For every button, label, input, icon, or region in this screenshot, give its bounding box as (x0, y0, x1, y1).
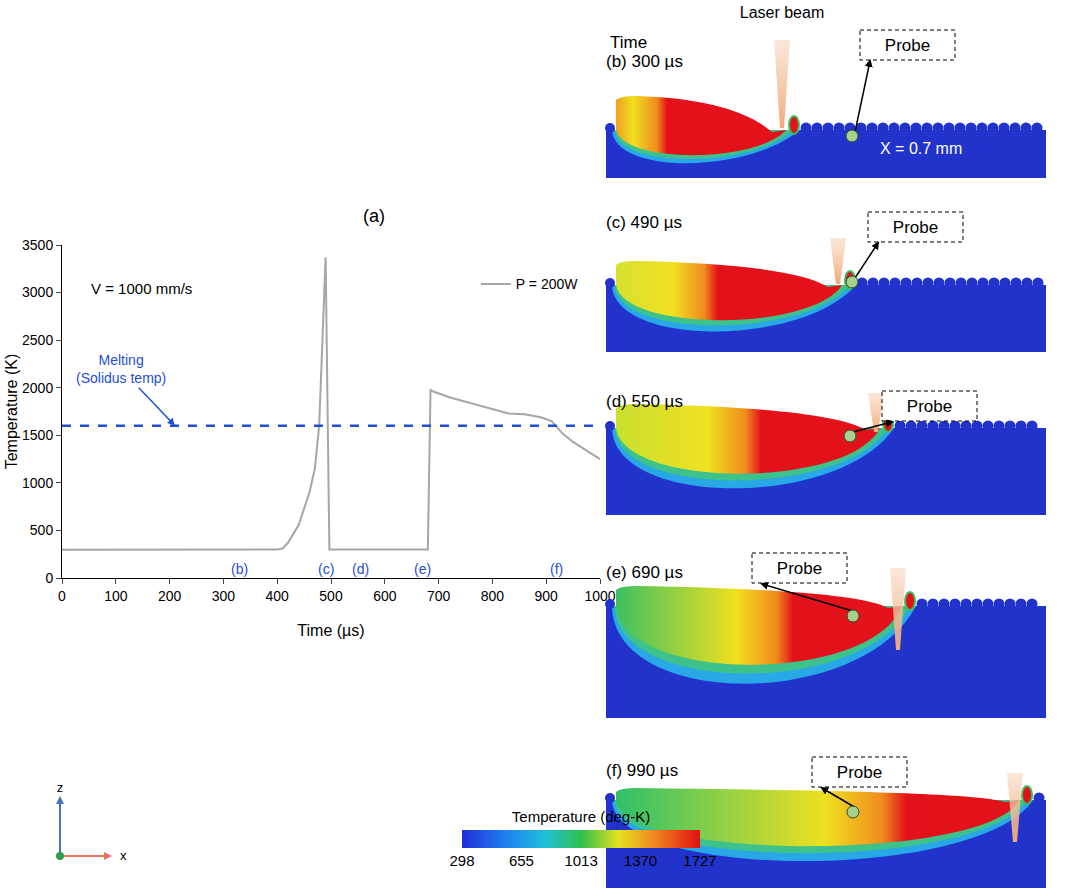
svg-text:Probe: Probe (907, 397, 952, 416)
svg-text:(d): (d) (352, 561, 369, 577)
svg-text:2500: 2500 (22, 332, 53, 348)
svg-text:600: 600 (373, 588, 397, 604)
svg-text:1370: 1370 (624, 852, 657, 869)
svg-text:(c) 490 µs: (c) 490 µs (606, 213, 682, 232)
svg-text:298: 298 (449, 852, 474, 869)
svg-text:(c): (c) (318, 561, 334, 577)
svg-text:655: 655 (509, 852, 534, 869)
svg-text:1000: 1000 (584, 588, 615, 604)
svg-text:Temperature (K): Temperature (K) (3, 354, 20, 470)
svg-text:(d) 550 µs: (d) 550 µs (606, 392, 683, 411)
svg-text:1500: 1500 (22, 427, 53, 443)
svg-text:X = 0.7 mm: X = 0.7 mm (880, 140, 962, 157)
svg-text:Time: Time (610, 33, 647, 52)
svg-text:(a): (a) (363, 206, 385, 226)
svg-text:3000: 3000 (22, 284, 53, 300)
svg-text:Melting(Solidus temp): Melting(Solidus temp) (76, 352, 166, 386)
svg-text:100: 100 (104, 588, 128, 604)
svg-text:1013: 1013 (564, 852, 597, 869)
svg-text:800: 800 (481, 588, 505, 604)
svg-text:Probe: Probe (837, 763, 882, 782)
svg-text:Laser beam: Laser beam (740, 4, 825, 21)
svg-text:Time (µs): Time (µs) (297, 622, 364, 639)
svg-text:Probe: Probe (893, 218, 938, 237)
svg-text:z: z (57, 780, 64, 795)
svg-text:(e): (e) (414, 561, 431, 577)
svg-text:300: 300 (212, 588, 236, 604)
svg-text:Probe: Probe (777, 559, 822, 578)
svg-text:0: 0 (45, 570, 53, 586)
svg-text:700: 700 (427, 588, 451, 604)
svg-text:400: 400 (266, 588, 290, 604)
svg-text:Temperature (deg-K): Temperature (deg-K) (512, 808, 650, 825)
svg-text:Probe: Probe (885, 36, 930, 55)
svg-text:200: 200 (158, 588, 182, 604)
svg-text:(f) 990 µs: (f) 990 µs (606, 761, 678, 780)
svg-text:1727: 1727 (683, 852, 716, 869)
svg-text:(e) 690 µs: (e) 690 µs (606, 563, 683, 582)
svg-text:x: x (120, 848, 127, 863)
svg-text:2000: 2000 (22, 380, 53, 396)
svg-text:(b) 300 µs: (b) 300 µs (606, 52, 683, 71)
svg-text:500: 500 (319, 588, 343, 604)
svg-text:0: 0 (58, 588, 66, 604)
svg-text:(b): (b) (231, 561, 248, 577)
svg-text:(f): (f) (550, 561, 563, 577)
svg-text:1000: 1000 (22, 475, 53, 491)
svg-text:V = 1000 mm/s: V = 1000 mm/s (91, 280, 192, 297)
svg-text:3500: 3500 (22, 237, 53, 253)
svg-text:900: 900 (535, 588, 559, 604)
svg-text:500: 500 (30, 522, 54, 538)
svg-text:P = 200W: P = 200W (516, 276, 578, 292)
